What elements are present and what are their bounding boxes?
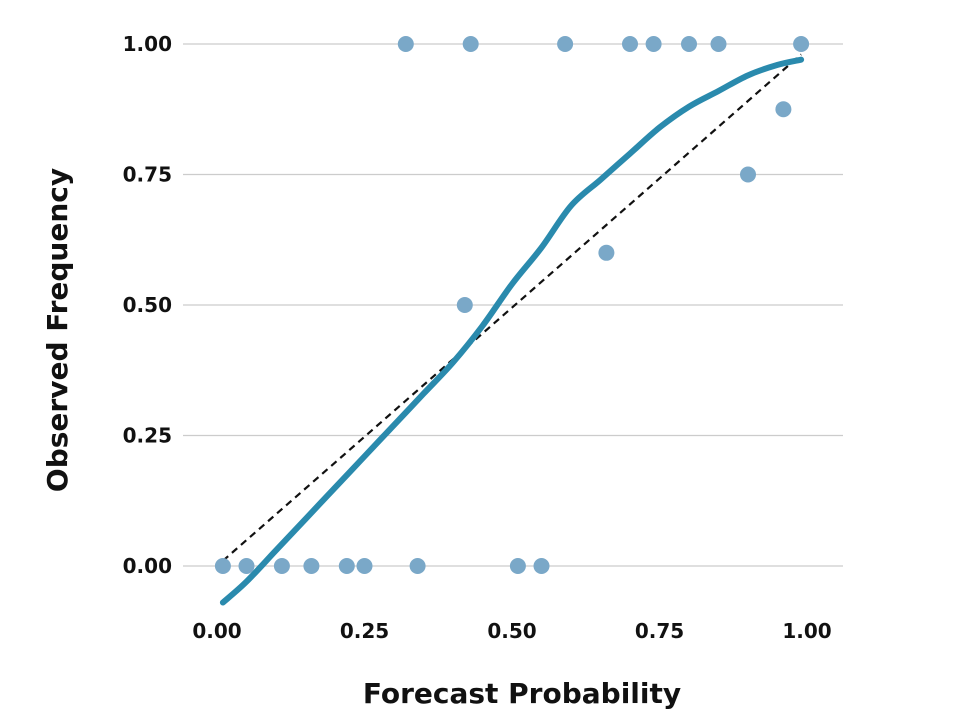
data-point <box>273 558 290 574</box>
data-point <box>681 36 697 52</box>
data-point <box>509 558 526 574</box>
gridlines <box>183 43 843 567</box>
y-tick-label: 0.75 <box>123 163 172 187</box>
data-point <box>775 101 792 118</box>
calibration-curve <box>219 56 805 606</box>
x-axis-label: Forecast Probability <box>363 677 681 710</box>
data-point <box>740 166 756 183</box>
y-tick-label: 1.00 <box>123 32 172 56</box>
y-tick-label: 0.00 <box>123 554 172 578</box>
x-tick-label: 0.25 <box>340 619 389 643</box>
calibration-curve-layer <box>219 56 805 606</box>
y-tick-labels: 0.00 0.25 0.50 0.75 1.00 <box>123 32 172 578</box>
data-point <box>645 36 662 52</box>
data-point <box>397 36 414 52</box>
y-tick-label: 0.50 <box>123 293 172 317</box>
data-point <box>303 558 320 574</box>
x-tick-label: 0.00 <box>192 619 241 643</box>
data-point <box>338 558 355 574</box>
x-tick-labels: 0.00 0.25 0.50 0.75 1.00 <box>192 619 831 643</box>
data-point <box>622 36 638 52</box>
reference-line-layer <box>222 53 802 562</box>
data-point <box>598 244 615 261</box>
data-point <box>462 36 479 52</box>
x-tick-label: 1.00 <box>782 619 831 643</box>
data-point <box>793 36 810 52</box>
x-tick-label: 0.50 <box>487 619 536 643</box>
reference-line <box>222 53 802 562</box>
data-point <box>533 558 550 574</box>
data-point <box>238 558 255 574</box>
data-point <box>710 36 727 52</box>
x-tick-label: 0.75 <box>635 619 684 643</box>
data-point <box>356 558 373 574</box>
data-point <box>456 297 473 313</box>
y-tick-label: 0.25 <box>123 424 172 448</box>
y-axis-label: Observed Frequency <box>41 168 74 492</box>
data-points <box>214 36 810 574</box>
data-point <box>557 36 574 52</box>
data-point <box>214 558 231 574</box>
data-point <box>409 558 426 574</box>
